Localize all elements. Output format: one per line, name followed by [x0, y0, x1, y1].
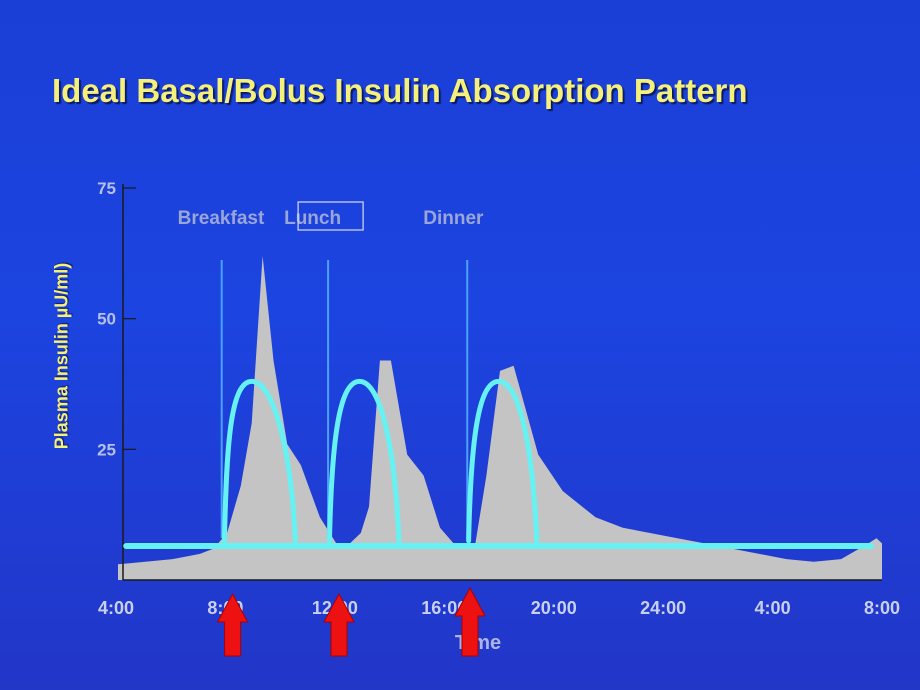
injection-arrow-icon	[454, 586, 486, 657]
meal-label: Breakfast	[178, 208, 265, 229]
plot-area: 2550754:008:0012:0016:0020:0024:004:008:…	[97, 179, 900, 657]
y-tick-label: 50	[97, 310, 116, 329]
x-tick-label: 8:00	[864, 598, 900, 618]
x-tick-label: 24:00	[640, 598, 686, 618]
bolus-curve	[466, 378, 540, 544]
x-tick-label: 20:00	[531, 598, 577, 618]
meal-label: Dinner	[423, 208, 484, 229]
x-tick-label: 16:00	[421, 598, 467, 618]
y-tick-label: 75	[97, 179, 116, 198]
x-tick-label: 4:00	[98, 598, 134, 618]
meal-label: Lunch	[284, 208, 341, 229]
slide-title: Ideal Basal/Bolus Insulin Absorption Pat…	[52, 72, 748, 109]
injection-arrow-icon	[323, 592, 355, 657]
y-tick-label: 25	[97, 440, 116, 459]
x-tick-label: 4:00	[755, 598, 791, 618]
plasma-insulin-area	[118, 255, 882, 580]
lunch-label-box	[297, 201, 364, 231]
injection-arrow-icon	[216, 592, 249, 657]
bolus-curve	[221, 378, 298, 544]
bolus-curve	[326, 378, 402, 544]
